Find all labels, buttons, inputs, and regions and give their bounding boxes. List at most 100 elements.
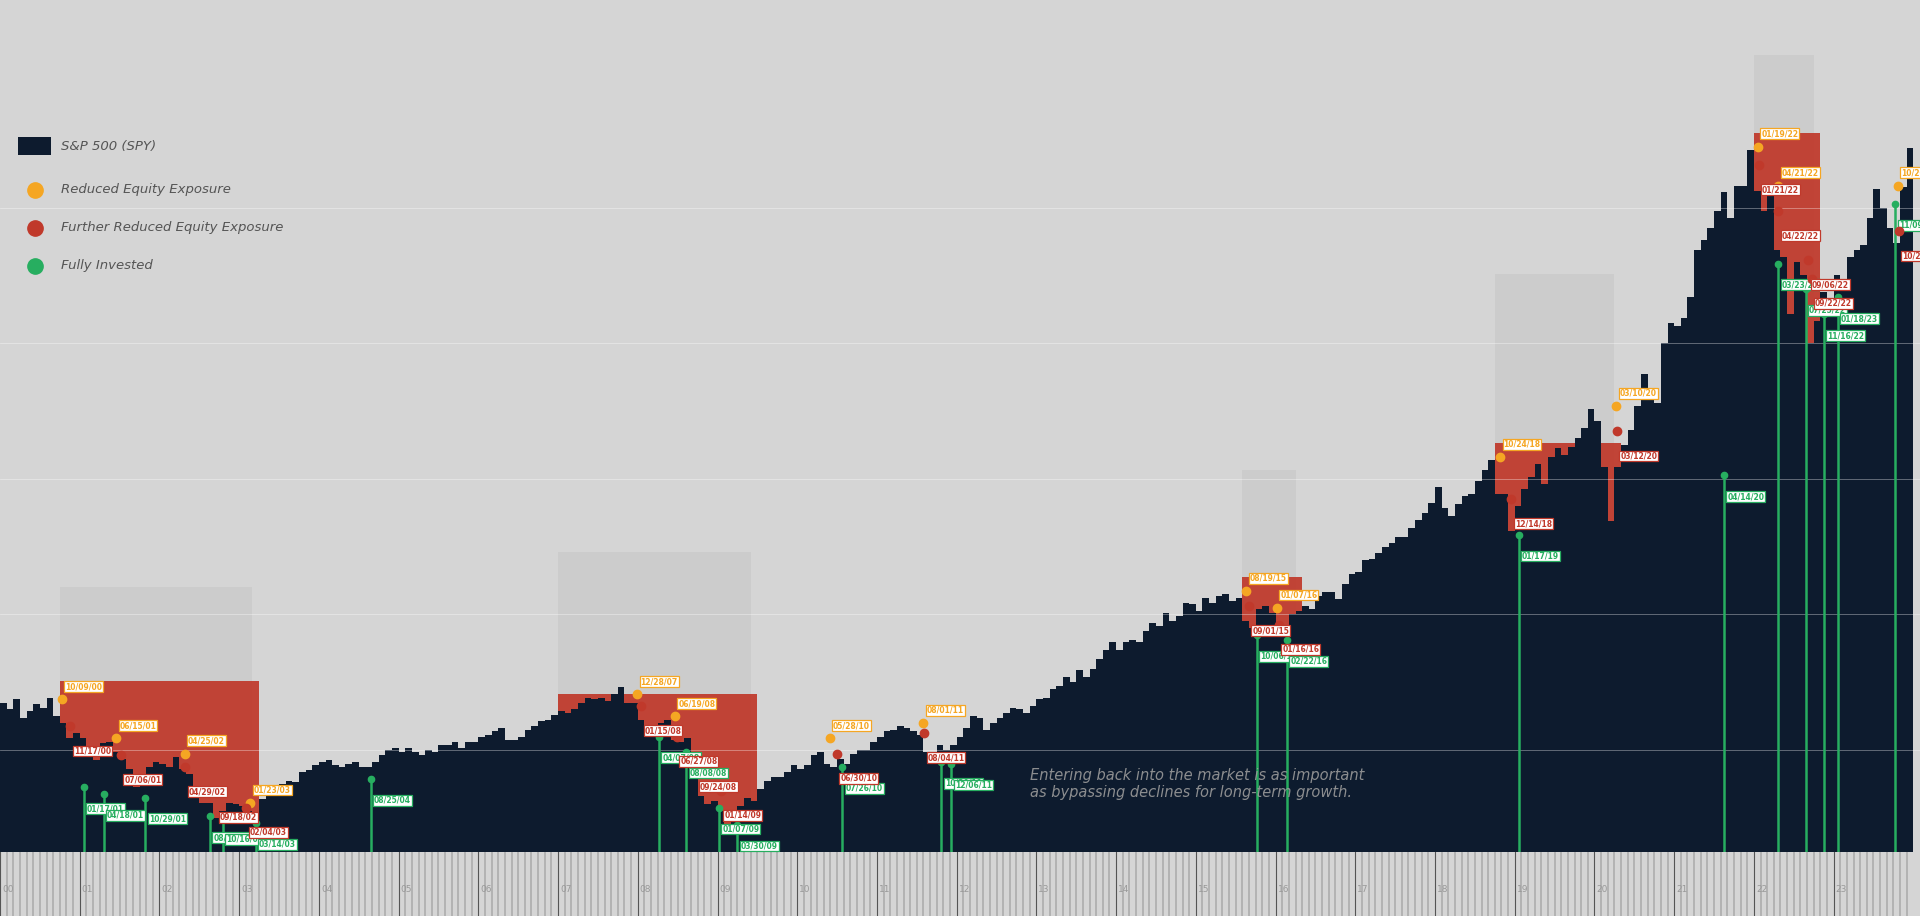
Text: 02: 02 <box>161 885 173 894</box>
Text: 01: 01 <box>83 885 94 894</box>
Bar <box>1275 627 1283 852</box>
Bar <box>1329 593 1336 852</box>
Text: 04/25/02: 04/25/02 <box>188 736 225 746</box>
Bar <box>1555 448 1561 852</box>
Bar <box>737 806 745 852</box>
Bar <box>611 694 618 852</box>
Bar <box>1236 597 1242 852</box>
Bar <box>186 774 192 852</box>
Bar <box>159 681 167 764</box>
Bar <box>637 720 645 852</box>
Bar <box>1010 708 1016 852</box>
Bar <box>365 767 372 852</box>
Text: 01/19/22: 01/19/22 <box>1761 129 1799 138</box>
Bar <box>1050 689 1056 852</box>
Bar <box>1569 447 1574 852</box>
Bar <box>438 745 445 852</box>
Bar <box>1455 505 1461 852</box>
Bar <box>265 792 273 852</box>
Bar <box>1866 218 1874 852</box>
Bar <box>6 710 13 852</box>
Bar <box>132 788 140 852</box>
Bar <box>856 750 864 852</box>
Bar <box>1329 593 1336 852</box>
Bar <box>791 766 797 852</box>
Bar <box>1296 611 1302 852</box>
Bar <box>346 764 351 852</box>
Bar <box>499 728 505 852</box>
Bar <box>1793 133 1801 262</box>
Bar <box>173 757 179 852</box>
Bar <box>54 716 60 852</box>
Bar <box>1496 494 1501 852</box>
Bar <box>597 698 605 852</box>
Bar <box>1269 577 1275 613</box>
Bar <box>545 720 551 852</box>
Bar <box>154 681 159 762</box>
Bar <box>1488 460 1496 852</box>
Bar <box>113 681 119 752</box>
Bar <box>1569 447 1574 852</box>
Bar <box>346 764 351 852</box>
Bar <box>1202 597 1210 852</box>
Bar <box>27 711 33 852</box>
Bar <box>113 752 119 852</box>
Bar <box>856 750 864 852</box>
Bar <box>1542 484 1548 852</box>
Text: 06/27/08: 06/27/08 <box>680 757 718 766</box>
Bar <box>486 735 492 852</box>
Bar <box>1089 669 1096 852</box>
Bar <box>1002 713 1010 852</box>
Text: 09/22/22: 09/22/22 <box>1814 299 1853 308</box>
Bar <box>1680 318 1688 852</box>
Bar <box>173 757 179 852</box>
Bar <box>1680 318 1688 852</box>
Bar <box>1302 606 1309 852</box>
Bar <box>119 681 127 758</box>
Bar <box>1288 615 1296 852</box>
Bar <box>1261 606 1269 852</box>
Bar <box>465 742 472 852</box>
Bar <box>1674 326 1680 852</box>
Bar <box>1766 133 1774 189</box>
Bar <box>1620 445 1628 852</box>
Bar <box>1594 421 1601 443</box>
Bar <box>1655 402 1661 852</box>
Bar <box>877 736 883 852</box>
Text: 10: 10 <box>799 885 810 894</box>
Text: 10/06/15: 10/06/15 <box>1260 651 1298 660</box>
Bar <box>1183 603 1188 852</box>
Text: 08/25/04: 08/25/04 <box>374 796 411 805</box>
Text: 20: 20 <box>1596 885 1607 894</box>
Text: 21: 21 <box>1676 885 1688 894</box>
Bar <box>584 698 591 852</box>
Bar <box>1348 573 1356 852</box>
Text: 04/14/20: 04/14/20 <box>1728 492 1764 501</box>
Bar <box>1521 489 1528 852</box>
Bar <box>684 694 691 738</box>
Bar <box>864 750 870 852</box>
Bar <box>705 804 710 852</box>
Bar <box>1720 192 1728 852</box>
Bar <box>132 681 140 788</box>
Bar <box>424 750 432 852</box>
Bar <box>227 802 232 852</box>
Bar <box>1002 713 1010 852</box>
Bar <box>1129 640 1137 852</box>
Bar <box>751 694 756 801</box>
Bar <box>1907 148 1914 852</box>
Bar <box>1874 189 1880 852</box>
Bar <box>1561 455 1569 852</box>
Bar <box>1521 489 1528 852</box>
Bar <box>405 748 413 852</box>
Text: 09: 09 <box>720 885 732 894</box>
Bar <box>100 744 106 852</box>
Bar <box>1375 553 1382 852</box>
Text: 09/06/22: 09/06/22 <box>1812 280 1849 289</box>
Bar <box>764 780 770 852</box>
Bar <box>1183 603 1188 852</box>
Bar <box>572 694 578 710</box>
Text: 18: 18 <box>1436 885 1448 894</box>
Bar <box>1588 409 1594 852</box>
Text: 01/07/16: 01/07/16 <box>1281 591 1317 600</box>
